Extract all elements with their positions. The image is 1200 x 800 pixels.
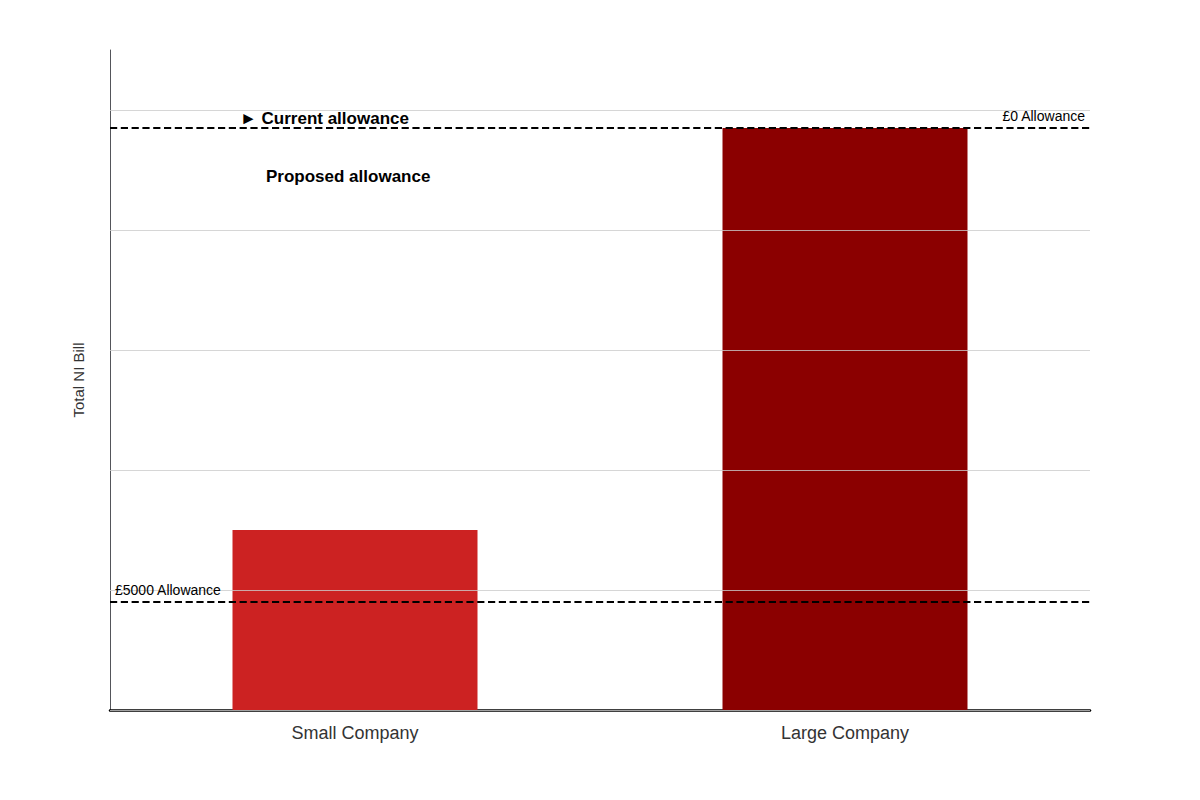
svg-text:£5000 Allowance: £5000 Allowance — [115, 582, 221, 598]
svg-text:► Current allowance: ► Current allowance — [240, 109, 409, 128]
svg-text:Small Company: Small Company — [291, 723, 418, 743]
svg-text:Proposed allowance: Proposed allowance — [266, 167, 430, 186]
svg-text:Total NI Bill: Total NI Bill — [70, 342, 87, 417]
svg-text:Large Company: Large Company — [781, 723, 909, 743]
svg-text:£0 Allowance: £0 Allowance — [1002, 108, 1085, 124]
